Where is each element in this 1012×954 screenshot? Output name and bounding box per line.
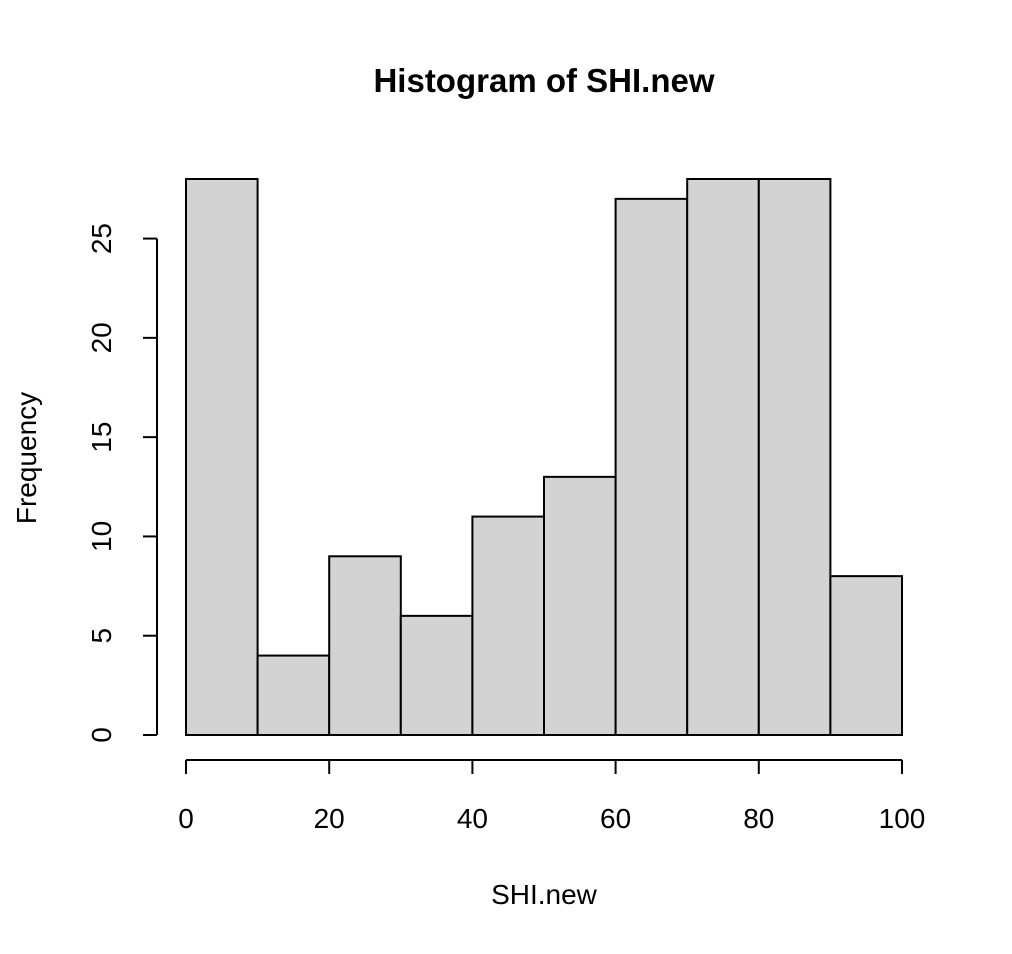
histogram-bar (686, 178, 760, 736)
y-tick-label: 25 (86, 223, 117, 254)
histogram-bar (543, 475, 617, 736)
x-tick-label: 40 (457, 803, 488, 834)
x-axis: 0 20 40 60 80 100 (178, 759, 926, 834)
histogram-bar (328, 555, 402, 736)
y-axis-label: Frequency (11, 392, 42, 524)
x-tick-label: 80 (743, 803, 774, 834)
histogram-bar (829, 575, 904, 737)
chart-title: Histogram of SHI.new (373, 62, 714, 99)
x-tick-label: 60 (600, 803, 631, 834)
histogram-bar (399, 614, 474, 736)
y-tick-label: 0 (86, 727, 117, 743)
x-tick-label: 0 (178, 803, 194, 834)
histogram-bar (471, 515, 545, 736)
bars-group (185, 178, 904, 737)
histogram-bar (185, 178, 259, 736)
x-tick-label: 100 (879, 803, 926, 834)
histogram-bar (757, 178, 832, 736)
histogram-bar (256, 654, 331, 736)
y-tick-label: 5 (86, 628, 117, 644)
y-tick-label: 20 (86, 322, 117, 353)
y-axis: 0 5 10 15 20 25 (86, 223, 158, 743)
y-tick-label: 15 (86, 422, 117, 453)
x-tick-label: 20 (314, 803, 345, 834)
x-axis-label: SHI.new (491, 879, 598, 910)
histogram-bar (614, 197, 689, 737)
y-tick-label: 10 (86, 521, 117, 552)
